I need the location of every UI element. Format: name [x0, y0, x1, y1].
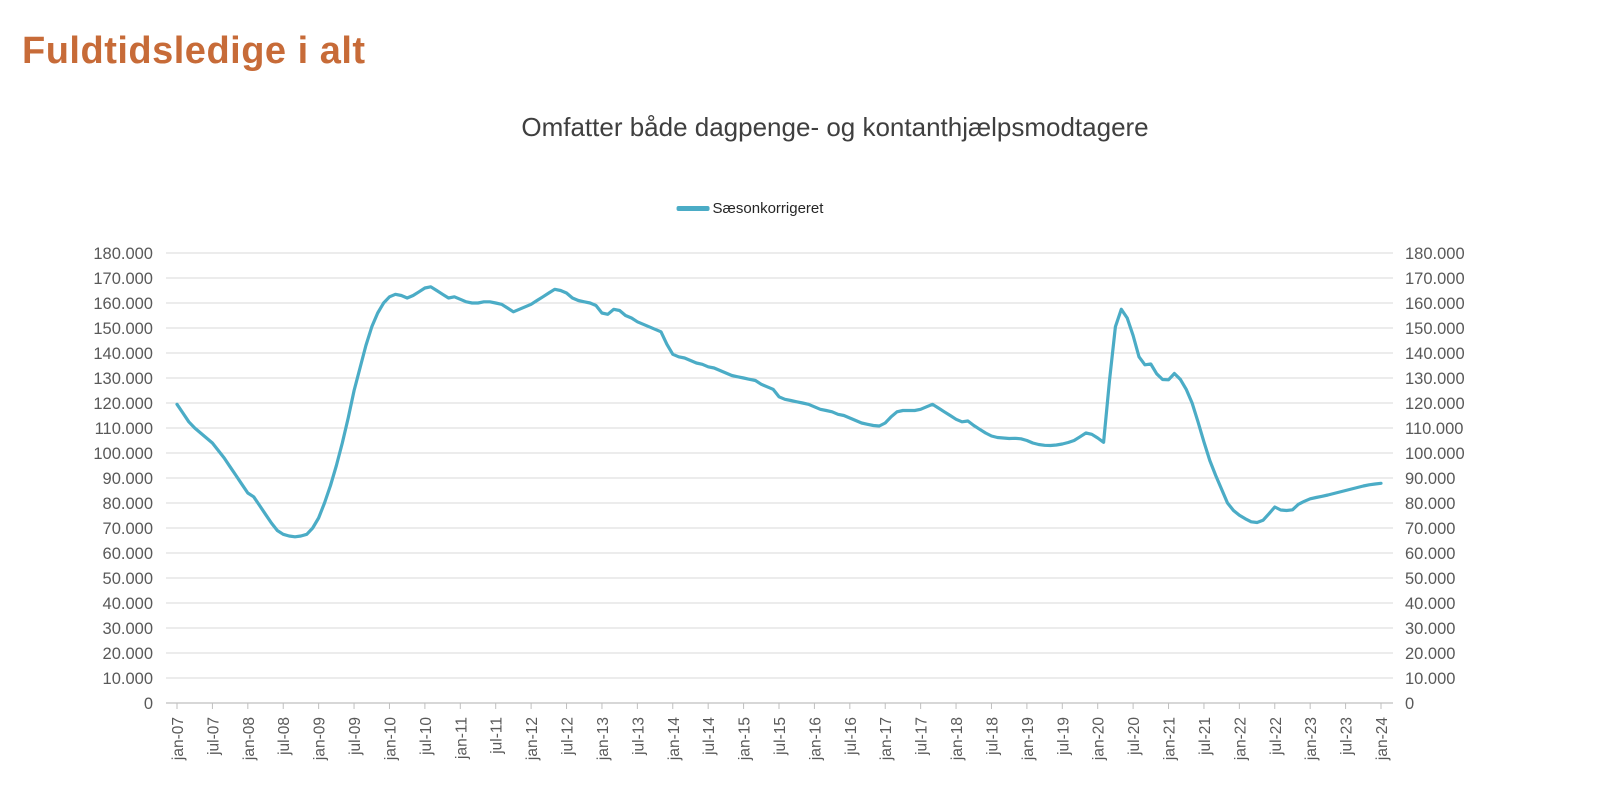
y-axis-label-left: 80.000 [103, 495, 153, 513]
y-axis-label-left: 60.000 [103, 545, 153, 563]
x-axis-label: jan-19 [1020, 717, 1037, 761]
x-axis-label: jul-15 [772, 717, 789, 756]
x-axis-label: jul-22 [1268, 717, 1285, 756]
x-axis-label: jan-22 [1232, 717, 1249, 761]
x-axis-label: jan-13 [595, 717, 612, 761]
x-axis-label: jan-16 [807, 717, 824, 761]
y-axis-label-left: 20.000 [103, 645, 153, 663]
y-axis-label-right: 80.000 [1405, 495, 1455, 513]
x-axis-label: jul-18 [984, 717, 1001, 756]
x-axis-label: jul-10 [418, 717, 435, 756]
y-axis-label-left: 10.000 [103, 670, 153, 688]
x-axis-label: jul-21 [1197, 717, 1214, 756]
y-axis-label-right: 180.000 [1405, 245, 1465, 263]
y-axis-label-right: 150.000 [1405, 320, 1465, 338]
y-axis-label-right: 30.000 [1405, 620, 1455, 638]
y-axis-label-right: 0 [1405, 695, 1414, 713]
x-axis-label: jul-08 [276, 717, 293, 756]
legend-line-swatch [676, 206, 710, 211]
x-axis-label: jul-13 [630, 717, 647, 756]
y-axis-label-right: 130.000 [1405, 370, 1465, 388]
y-axis-label-right: 10.000 [1405, 670, 1455, 688]
y-axis-label-right: 90.000 [1405, 470, 1455, 488]
x-axis-label: jan-21 [1162, 717, 1179, 761]
x-axis-label: jan-14 [666, 717, 683, 761]
y-axis-label-right: 170.000 [1405, 270, 1465, 288]
x-axis-label: jan-18 [949, 717, 966, 761]
y-axis-label-left: 30.000 [103, 620, 153, 638]
y-axis-label-right: 100.000 [1405, 445, 1465, 463]
x-axis-label: jul-20 [1126, 717, 1143, 756]
x-axis-label: jan-23 [1303, 717, 1320, 761]
x-axis-label: jan-10 [382, 717, 399, 761]
y-axis-label-left: 110.000 [95, 420, 153, 438]
x-axis-label: jul-14 [701, 717, 718, 756]
x-axis-label: jan-17 [878, 717, 895, 761]
x-axis-label: jul-12 [560, 717, 577, 756]
y-axis-label-right: 110.000 [1405, 420, 1463, 438]
legend-series-label: Sæsonkorrigeret [712, 200, 824, 217]
x-axis-label: jul-16 [843, 717, 860, 756]
x-axis-label: jul-11 [489, 717, 506, 755]
x-axis-label: jan-20 [1091, 717, 1108, 761]
y-axis-label-left: 40.000 [103, 595, 153, 613]
y-axis-label-left: 170.000 [93, 270, 153, 288]
y-axis-label-left: 100.000 [93, 445, 153, 463]
series-line-saesonkorrigeret [175, 285, 1383, 539]
x-axis-label: jan-24 [1374, 717, 1391, 761]
y-axis-label-left: 120.000 [93, 395, 153, 413]
y-axis-label-left: 50.000 [103, 570, 153, 588]
y-axis-label-right: 40.000 [1405, 595, 1455, 613]
y-axis-label-right: 140.000 [1405, 345, 1465, 363]
chart-canvas[interactable]: 0 0 10.000 10.000 20.000 20.000 30.000 30.000 40… [0, 228, 1600, 800]
y-axis-label-right: 50.000 [1405, 570, 1455, 588]
y-axis-label-left: 160.000 [93, 295, 153, 313]
x-axis-label: jul-17 [914, 717, 931, 756]
y-axis-label-left: 0 [144, 695, 153, 713]
page-title: Fuldtidsledige i alt [22, 30, 366, 72]
y-axis-label-right: 120.000 [1405, 395, 1465, 413]
x-axis-label: jan-12 [524, 717, 541, 761]
x-axis-label: jan-15 [737, 717, 754, 761]
x-axis-label: jul-09 [347, 717, 364, 756]
chart-title: Omfatter både dagpenge- og kontanthjælps… [521, 112, 1149, 142]
x-axis-label: jul-07 [205, 717, 222, 756]
y-axis-label-right: 60.000 [1405, 545, 1455, 563]
x-axis-label: jan-07 [170, 717, 187, 761]
y-axis-label-left: 90.000 [103, 470, 153, 488]
x-axis-label: jan-08 [241, 717, 258, 761]
y-axis-label-right: 70.000 [1405, 520, 1455, 538]
y-axis-label-right: 20.000 [1405, 645, 1455, 663]
y-axis-label-left: 70.000 [103, 520, 153, 538]
x-axis-label: jul-19 [1055, 717, 1072, 756]
x-axis-label: jul-23 [1339, 717, 1356, 756]
y-axis-label-right: 160.000 [1405, 295, 1465, 313]
y-axis-label-left: 180.000 [93, 245, 153, 263]
y-axis-label-left: 150.000 [93, 320, 153, 338]
y-axis-label-left: 140.000 [93, 345, 153, 363]
y-axis-label-left: 130.000 [93, 370, 153, 388]
x-axis-label: jan-09 [312, 717, 329, 761]
x-axis-label: jan-11 [453, 717, 470, 760]
chart-legend[interactable]: Sæsonkorrigeret [676, 200, 824, 217]
